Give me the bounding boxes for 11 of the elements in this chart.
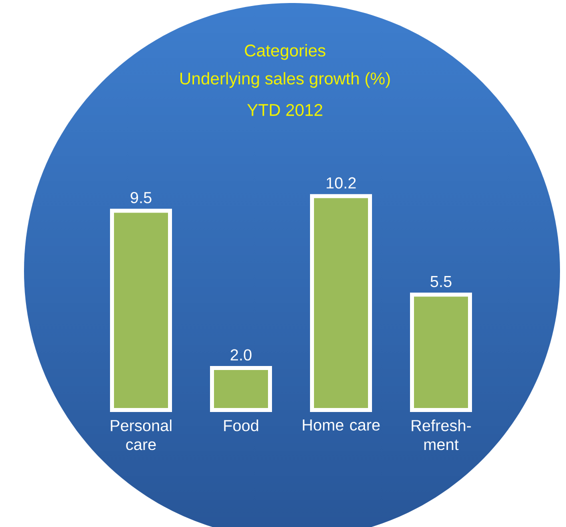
text: YTD 2012 [247, 104, 322, 116]
data-label: 9.5 [130, 192, 152, 204]
data-label: 2.0 [230, 349, 252, 361]
x-tick-label: Refresh-ment [412, 420, 471, 450]
chart-title: Categories [244, 44, 326, 60]
data-label: 10.2 [326, 177, 356, 189]
data-label: 5.5 [430, 276, 452, 288]
x-tick-label: Food [224, 420, 258, 432]
x-tick-label: Personal care [110, 420, 172, 450]
x-tick-label: Home care [302, 420, 380, 431]
chart-subtitle: Underlying sales growth (%) [180, 72, 390, 88]
